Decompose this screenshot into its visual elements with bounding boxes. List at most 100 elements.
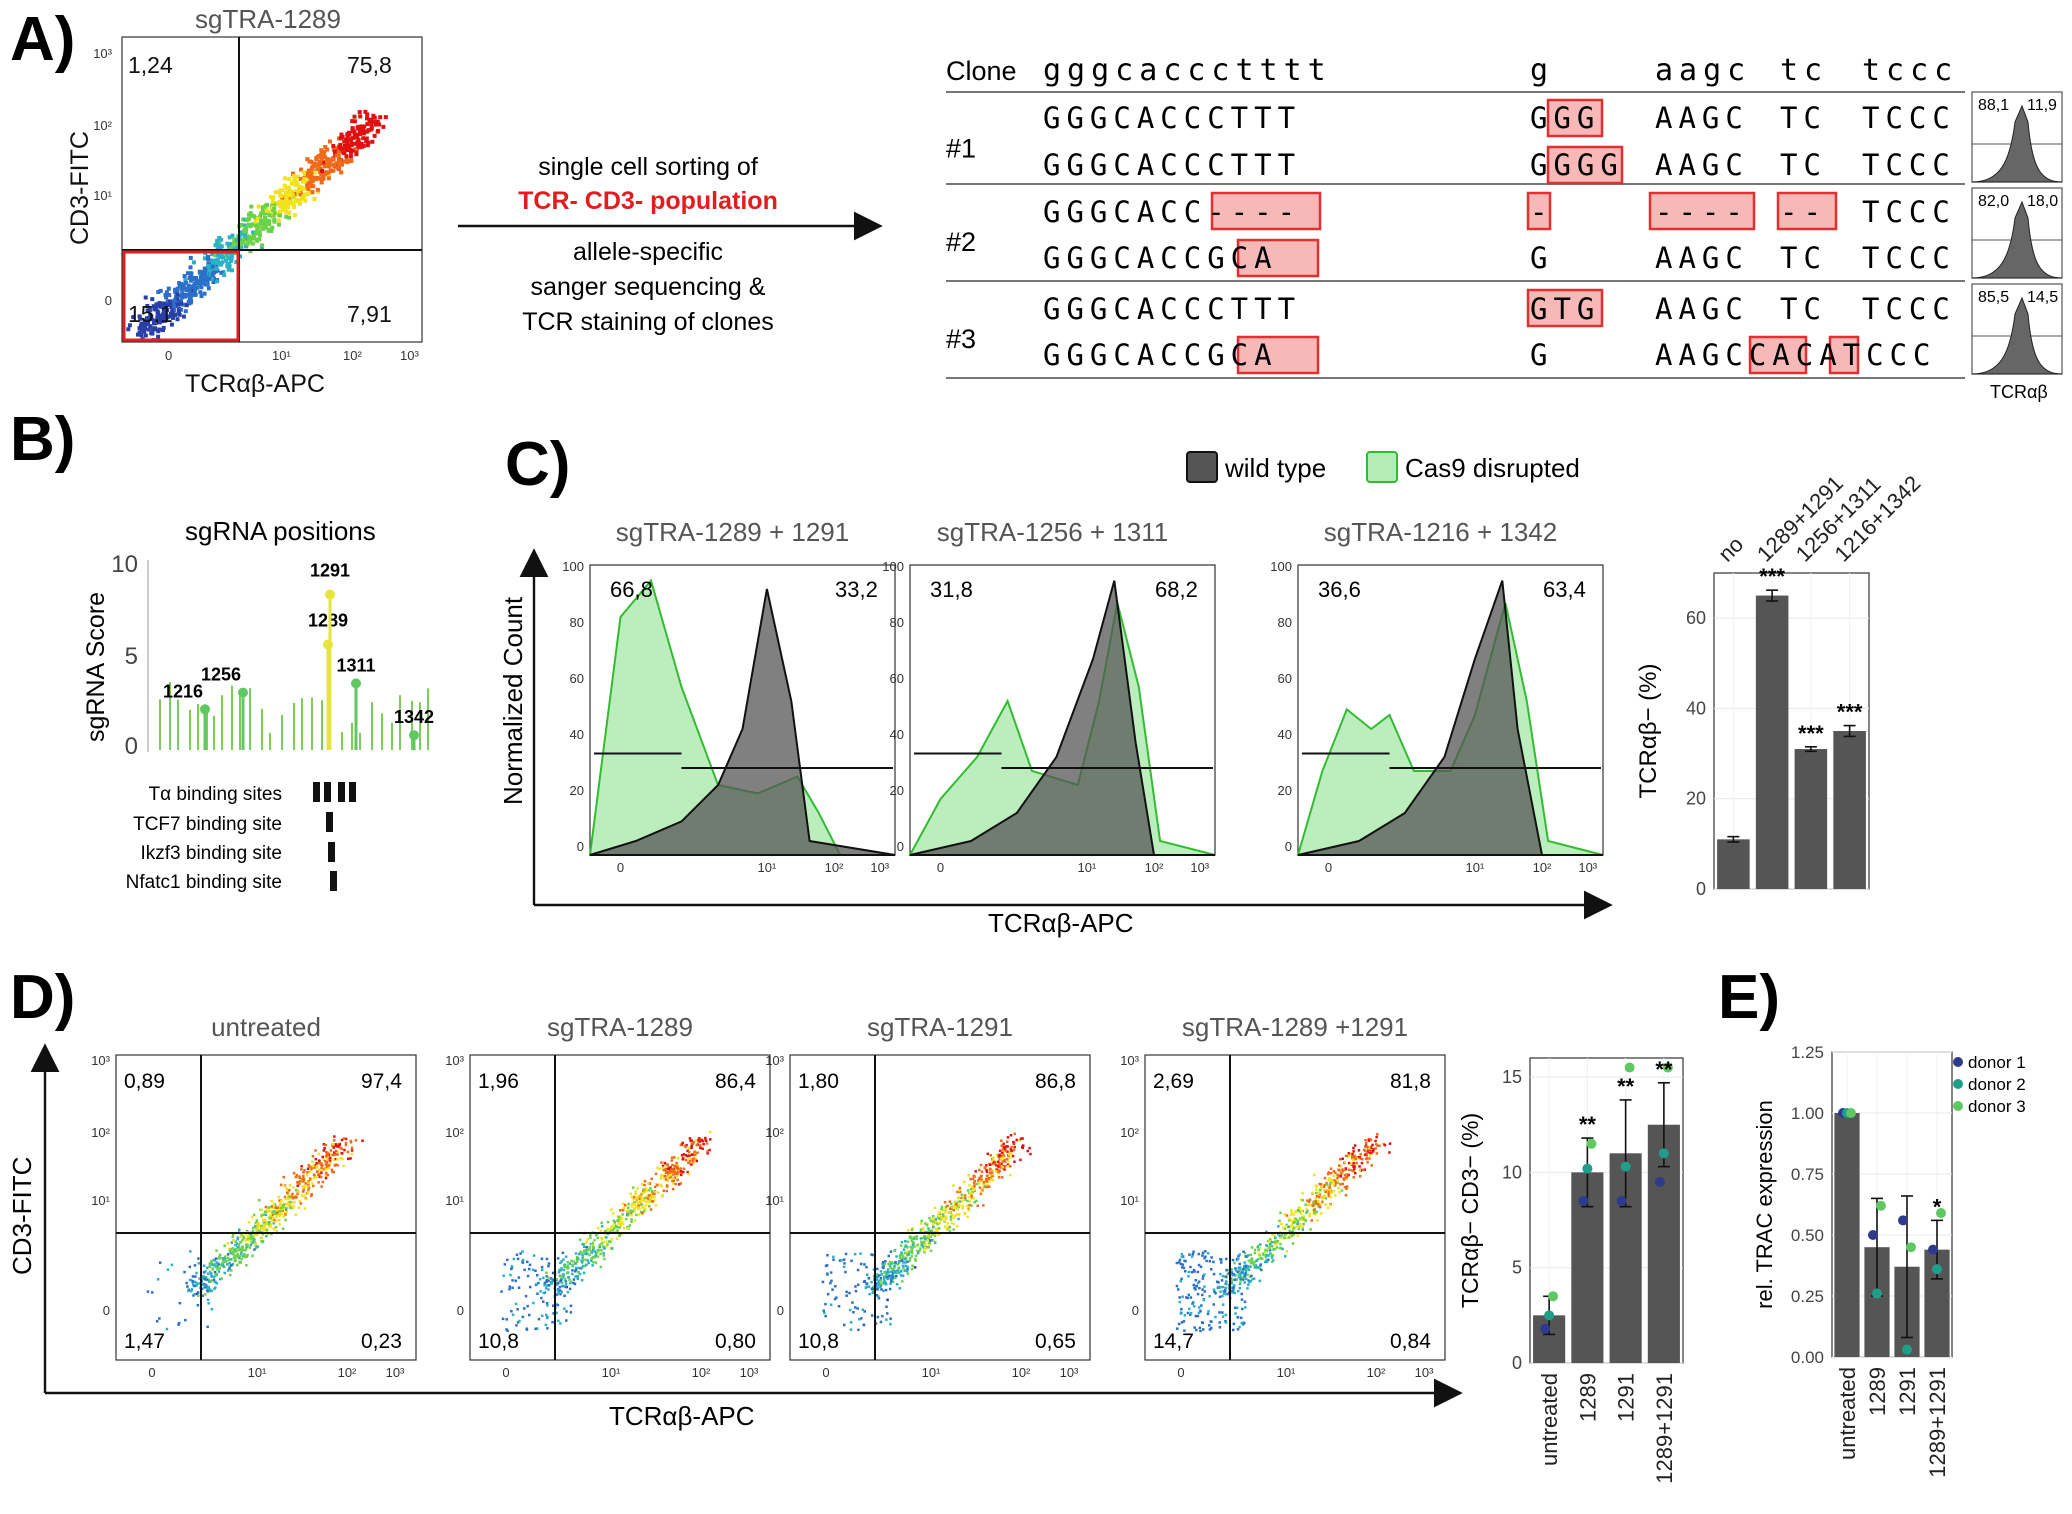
dot <box>688 1157 691 1160</box>
hist-xtick: 10¹ <box>758 860 777 875</box>
dot <box>952 1208 955 1212</box>
scatter-dot <box>143 295 148 300</box>
dot <box>889 1282 892 1285</box>
dot <box>594 1255 597 1259</box>
q-lr: 0,65 <box>1035 1330 1076 1353</box>
dot <box>870 1287 874 1290</box>
scatter-dot <box>292 213 297 218</box>
dot <box>303 1194 306 1197</box>
dot <box>666 1175 670 1179</box>
dot <box>262 1219 265 1222</box>
dot <box>938 1217 942 1221</box>
dot <box>1289 1225 1293 1228</box>
dot <box>1243 1261 1246 1264</box>
dot <box>670 1159 673 1162</box>
dot <box>191 1275 195 1278</box>
scatter-dot <box>374 120 379 125</box>
dot <box>1347 1173 1350 1177</box>
dot <box>1201 1251 1205 1255</box>
dot <box>231 1252 235 1256</box>
dot <box>649 1193 653 1196</box>
dot <box>1278 1219 1281 1223</box>
dot <box>254 1221 257 1225</box>
dot <box>1199 1309 1202 1313</box>
dot <box>1308 1212 1312 1216</box>
dot <box>905 1270 909 1273</box>
scatter-dot <box>319 148 324 153</box>
dot <box>1201 1293 1204 1297</box>
dot <box>1238 1266 1242 1269</box>
dot <box>293 1201 296 1204</box>
hist-ytick: 80 <box>1278 615 1292 630</box>
dot <box>314 1149 317 1152</box>
seq-header-seg: aagc <box>1655 53 1751 88</box>
scatter-dot <box>212 258 217 263</box>
dot <box>995 1168 999 1171</box>
panel-e-label: E) <box>1718 963 1780 1032</box>
dot <box>884 1283 888 1286</box>
scatter-dot <box>360 124 365 129</box>
dot <box>273 1212 277 1215</box>
dot <box>963 1180 966 1184</box>
dot <box>992 1156 995 1160</box>
dot <box>1232 1328 1235 1332</box>
dot <box>1365 1157 1369 1160</box>
dot <box>260 1215 263 1218</box>
dot <box>879 1282 883 1286</box>
scatter-dot <box>357 127 362 132</box>
dot <box>210 1263 214 1266</box>
dot <box>1224 1286 1227 1290</box>
scatter-dot <box>162 305 167 310</box>
bar-ytick: 20 <box>1686 789 1706 809</box>
dot <box>560 1281 564 1284</box>
dot <box>918 1249 921 1253</box>
dot <box>872 1285 875 1289</box>
dot <box>916 1249 919 1253</box>
q-ll: 10,8 <box>478 1330 519 1353</box>
panel-a-arrow-block: single cell sorting of TCR- CD3- populat… <box>458 153 883 336</box>
scatter-dot <box>179 301 184 306</box>
dot <box>1196 1281 1200 1285</box>
bar-ytick: 0.50 <box>1791 1226 1824 1245</box>
dot-ytick: 0 <box>103 1303 110 1318</box>
dot <box>885 1272 889 1275</box>
dot <box>609 1227 612 1231</box>
dot <box>666 1171 670 1174</box>
dot <box>894 1276 897 1280</box>
sequence-alignment: Clone gggcaccctttt g aagc tc tccc#1GGGCACCCT… <box>946 53 2063 402</box>
dot <box>906 1246 909 1249</box>
dot <box>877 1297 881 1300</box>
dot <box>255 1228 259 1231</box>
dot <box>645 1189 648 1192</box>
scatter-dot <box>327 161 331 166</box>
dot <box>1232 1286 1235 1290</box>
scatter-dot <box>152 321 156 326</box>
dot <box>829 1281 832 1285</box>
dot <box>1208 1328 1212 1331</box>
dot <box>251 1229 255 1233</box>
dot <box>585 1246 588 1249</box>
hist-wt <box>1297 580 1603 856</box>
dot <box>1019 1158 1022 1162</box>
dot <box>336 1150 340 1154</box>
scatter-dot <box>345 160 350 165</box>
dot <box>311 1155 315 1158</box>
dot <box>1353 1144 1357 1147</box>
dot <box>189 1250 192 1253</box>
scatter-dot <box>224 258 228 263</box>
dot <box>626 1212 629 1215</box>
dot <box>510 1267 513 1271</box>
dot <box>525 1327 528 1330</box>
dot <box>1271 1254 1274 1257</box>
dot <box>1221 1315 1225 1318</box>
dot <box>952 1228 955 1231</box>
scatter-dot <box>355 135 360 140</box>
dot <box>236 1246 239 1249</box>
dot <box>207 1285 210 1289</box>
dot <box>883 1271 886 1274</box>
dot <box>334 1149 338 1153</box>
dot <box>605 1236 608 1239</box>
dot <box>217 1270 221 1273</box>
dot <box>629 1209 632 1212</box>
dot <box>904 1244 908 1247</box>
